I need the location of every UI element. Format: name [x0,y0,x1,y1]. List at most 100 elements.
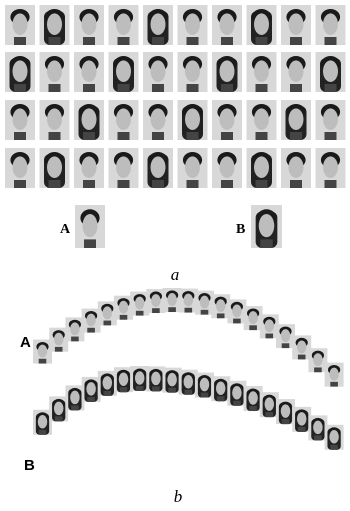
face-thumbnail [49,396,68,421]
face-thumbnail [163,368,182,393]
face-thumbnail [179,289,198,313]
shoulders [187,180,199,188]
face-thumbnail [281,100,311,140]
face-thumbnail [325,425,344,450]
face [70,391,80,405]
shoulders [187,132,199,140]
face [185,60,200,82]
panel-b-label-a: A [20,334,31,351]
shoulders [14,84,26,92]
face-thumbnail [281,52,311,92]
face [254,156,269,178]
shoulders [282,343,290,348]
shoulders [325,84,337,92]
face [103,306,113,319]
face-thumbnail [195,291,214,315]
face-thumbnail [178,100,208,140]
face-thumbnail [74,148,104,188]
face [38,415,48,429]
face-thumbnail [98,371,117,396]
face [151,60,166,82]
face [281,329,291,342]
face [259,214,275,237]
face-thumbnail [143,148,173,188]
shoulders [201,310,209,315]
face-thumbnail [244,386,263,411]
face-thumbnail [109,100,139,140]
face-thumbnail [178,5,208,45]
panel-b-label-b: B [24,457,35,474]
shoulders [185,308,193,313]
panel-a-label-b: B [236,222,245,237]
face-thumbnail [143,52,173,92]
face-thumbnail [227,299,246,323]
face-thumbnail [212,52,242,92]
shoulders [233,319,241,324]
face-thumbnail [5,148,35,188]
shoulders [187,37,199,45]
shoulders [266,334,274,339]
face-thumbnail [316,148,346,188]
shoulders [249,325,257,330]
face [220,60,235,82]
face [13,13,28,35]
face [220,156,235,178]
face-thumbnail [114,296,133,320]
face [297,412,307,426]
face [13,108,28,130]
face [13,156,28,178]
face-thumbnail [49,328,68,352]
face-thumbnail [292,335,311,359]
shoulders [185,390,193,395]
face-thumbnail [260,314,279,338]
face-thumbnail [5,52,35,92]
shoulders [104,391,112,396]
face-thumbnail [292,407,311,432]
face [184,375,194,389]
face-thumbnail [179,370,198,395]
face-thumbnail [82,309,101,333]
shoulders [83,84,95,92]
face [254,13,269,35]
shoulders [298,427,306,432]
face [82,60,97,82]
face [216,299,226,312]
face-thumbnail [75,205,105,248]
face [248,311,258,324]
face [323,60,338,82]
face [313,421,323,435]
face [220,108,235,130]
face-thumbnail [33,410,52,435]
shoulders [152,37,164,45]
face [216,381,226,395]
face [289,108,304,130]
shoulders [71,337,79,342]
face-thumbnail [114,367,133,392]
face-thumbnail [316,5,346,45]
face [86,314,96,327]
face-thumbnail [163,288,182,312]
shoulders [118,132,130,140]
face [151,13,166,35]
panel-a-label-a: A [60,222,71,237]
face [289,13,304,35]
shoulders [71,405,79,410]
shoulders [256,132,268,140]
face [167,373,177,387]
face-thumbnail [33,340,52,364]
shoulders [221,132,233,140]
face [116,13,131,35]
shoulders [87,328,95,333]
shoulders [14,37,26,45]
shoulders [290,37,302,45]
shoulders [136,386,144,391]
panel-a-caption: a [171,265,180,284]
shoulders [290,84,302,92]
face-thumbnail [316,100,346,140]
face [116,60,131,82]
face [289,60,304,82]
shoulders [87,397,95,402]
face [184,294,194,307]
face [82,156,97,178]
shoulders [187,84,199,92]
